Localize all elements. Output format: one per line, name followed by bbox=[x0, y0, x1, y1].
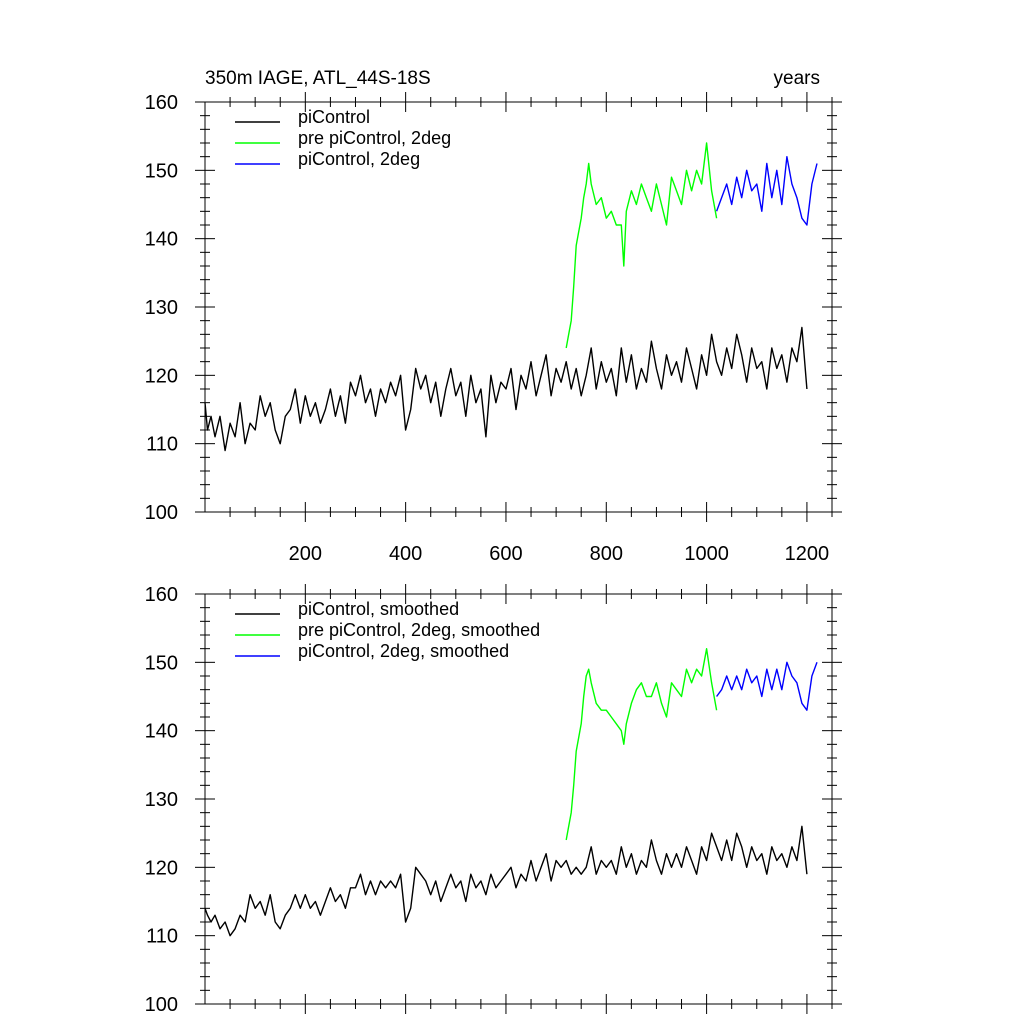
y-tick-label: 130 bbox=[145, 789, 178, 811]
legend-label-3: piControl, 2deg, smoothed bbox=[298, 641, 509, 661]
x-tick-label: 400 bbox=[389, 543, 422, 565]
y-tick-label: 150 bbox=[145, 652, 178, 674]
series-line-3 bbox=[715, 155, 818, 226]
x-tick-label: 600 bbox=[489, 543, 522, 565]
series-line-1 bbox=[204, 825, 808, 937]
x-tick-label: 800 bbox=[590, 543, 623, 565]
y-tick-label: 160 bbox=[145, 92, 178, 114]
chart-title-right: years bbox=[774, 68, 820, 89]
legend-label-1: piControl, smoothed bbox=[298, 599, 459, 619]
legend-label-2: pre piControl, 2deg, smoothed bbox=[298, 620, 540, 640]
y-tick-label: 150 bbox=[145, 160, 178, 182]
series-line-1 bbox=[204, 326, 808, 452]
x-tick-label: 1200 bbox=[785, 543, 830, 565]
y-tick-label: 140 bbox=[145, 229, 178, 251]
y-tick-label: 110 bbox=[146, 434, 178, 456]
chart-title: 350m IAGE, ATL_44S-18S bbox=[205, 68, 431, 89]
y-tick-label: 100 bbox=[145, 994, 178, 1016]
x-tick-label: 200 bbox=[289, 543, 322, 565]
series-line-3 bbox=[716, 661, 818, 711]
y-tick-label: 110 bbox=[146, 926, 178, 948]
series-line-2 bbox=[565, 142, 718, 349]
x-tick-label: 1000 bbox=[684, 543, 729, 565]
top-panel: 350m IAGE, ATL_44S-18S years 100 110 120 130 1… bbox=[145, 68, 842, 565]
legend-label-2: pre piControl, 2deg bbox=[298, 128, 451, 148]
y-tick-label: 120 bbox=[145, 365, 178, 387]
y-tick-label: 120 bbox=[145, 857, 178, 879]
y-tick-label: 130 bbox=[145, 297, 178, 319]
legend-label-3: piControl, 2deg bbox=[298, 149, 420, 169]
legend-label-1: piControl bbox=[298, 107, 370, 127]
y-tick-label: 140 bbox=[145, 721, 178, 743]
bottom-panel: 100 110 120 130 140 150 160 piControl, smoothed… bbox=[145, 584, 842, 1016]
y-tick-label: 160 bbox=[145, 584, 178, 606]
y-tick-label: 100 bbox=[145, 502, 178, 524]
series-line-2 bbox=[565, 648, 718, 841]
